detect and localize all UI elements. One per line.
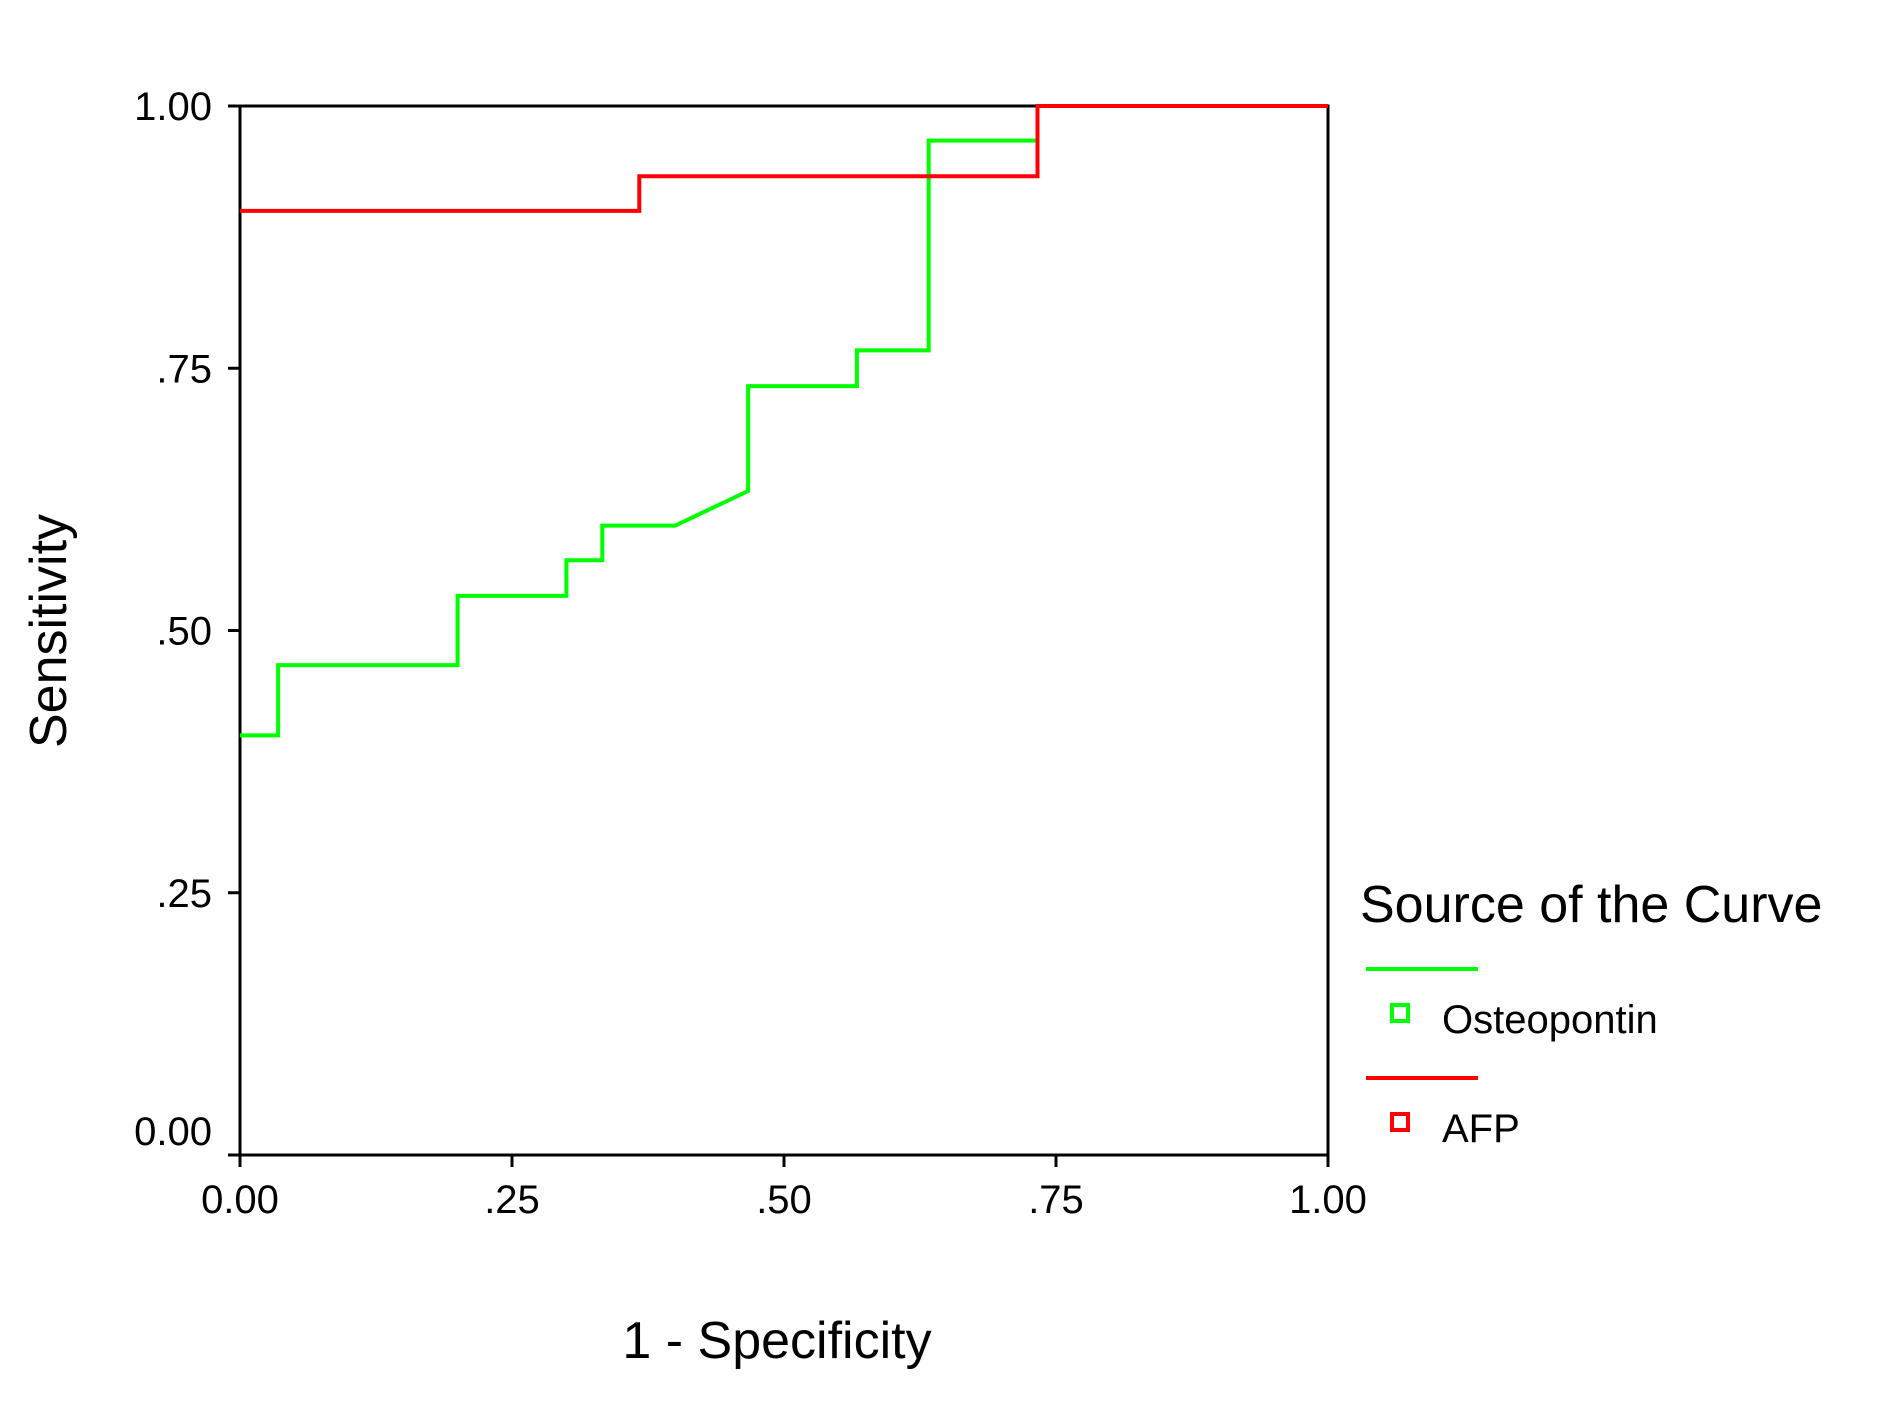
x-tick-label: .50 [756,1178,812,1222]
series-line-osteopontin [240,138,1038,738]
x-tick-label: .75 [1028,1178,1084,1222]
y-axis: 0.00 .25 .50 .75 1.00 [134,85,240,1157]
plot-frame [238,104,1330,1157]
y-tick-label: .25 [156,872,212,916]
y-tick-label: 1.00 [134,85,212,129]
y-tick-label: .50 [156,610,212,654]
series-layer [240,104,1328,738]
y-axis-title: Sensitivity [20,514,78,748]
legend-label-osteopontin: Osteopontin [1442,998,1658,1042]
legend: Source of the Curve Osteopontin AFP [1360,876,1822,1151]
x-tick-label: .25 [484,1178,540,1222]
legend-label-afp: AFP [1442,1107,1520,1151]
x-tick-label: 1.00 [1289,1178,1367,1222]
y-tick-label: .75 [156,347,212,391]
x-axis-title: 1 - Specificity [622,1312,931,1370]
series-line-afp [240,104,1328,213]
legend-marker-afp [1390,1112,1410,1132]
legend-marker-osteopontin [1390,1003,1410,1023]
legend-title: Source of the Curve [1360,876,1822,934]
x-tick-label: 0.00 [201,1178,279,1222]
y-tick-label: 0.00 [134,1110,212,1154]
x-axis: 0.00 .25 .50 .75 1.00 [201,1155,1367,1222]
